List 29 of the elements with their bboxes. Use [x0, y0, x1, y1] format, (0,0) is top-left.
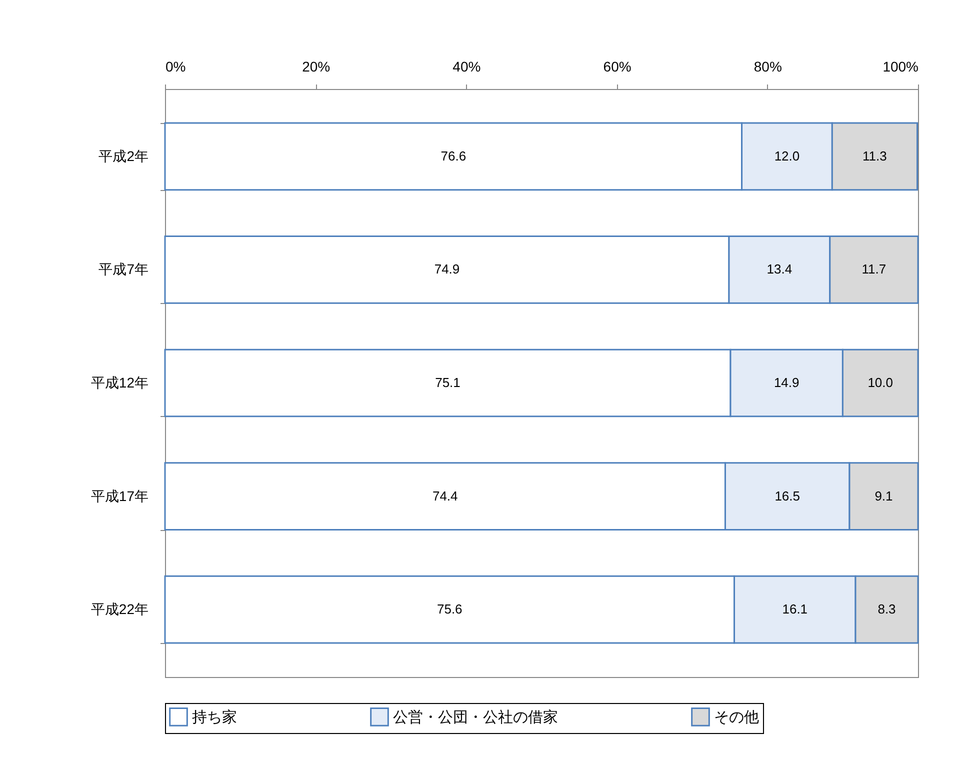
data-label: 75.6 [436, 602, 462, 617]
y-tick-label: 平成22年 [90, 601, 148, 618]
y-tick-label: 平成7年 [98, 261, 148, 278]
x-tick-label: 40% [452, 58, 481, 74]
x-tick-label: 80% [754, 58, 782, 74]
y-tick-label: 平成2年 [98, 148, 148, 164]
x-tick-label: 60% [603, 58, 632, 74]
legend-label: 公営・公団・公社の借家 [393, 708, 558, 726]
y-tick-label: 平成17年 [90, 488, 148, 504]
data-label: 10.0 [868, 375, 894, 390]
x-tick-label: 0% [166, 58, 186, 74]
x-tick-label: 20% [302, 58, 330, 74]
data-label: 11.3 [862, 148, 887, 164]
x-tick-label: 100% [882, 58, 918, 74]
data-label: 9.1 [874, 488, 893, 504]
legend-label: その他 [714, 708, 759, 726]
data-label: 13.4 [766, 262, 792, 277]
legend-label: 持ち家 [192, 708, 237, 726]
y-tick-label: 平成12年 [90, 374, 148, 390]
data-label: 16.5 [774, 488, 800, 504]
data-label: 16.1 [782, 602, 808, 617]
data-label: 11.7 [862, 262, 886, 277]
data-label: 75.1 [435, 375, 460, 390]
data-label: 74.9 [434, 262, 460, 277]
data-label: 14.9 [774, 375, 800, 390]
data-label: 8.3 [878, 602, 896, 617]
data-label: 76.6 [440, 148, 466, 164]
data-label: 12.0 [774, 148, 800, 164]
data-label: 74.4 [432, 488, 458, 504]
